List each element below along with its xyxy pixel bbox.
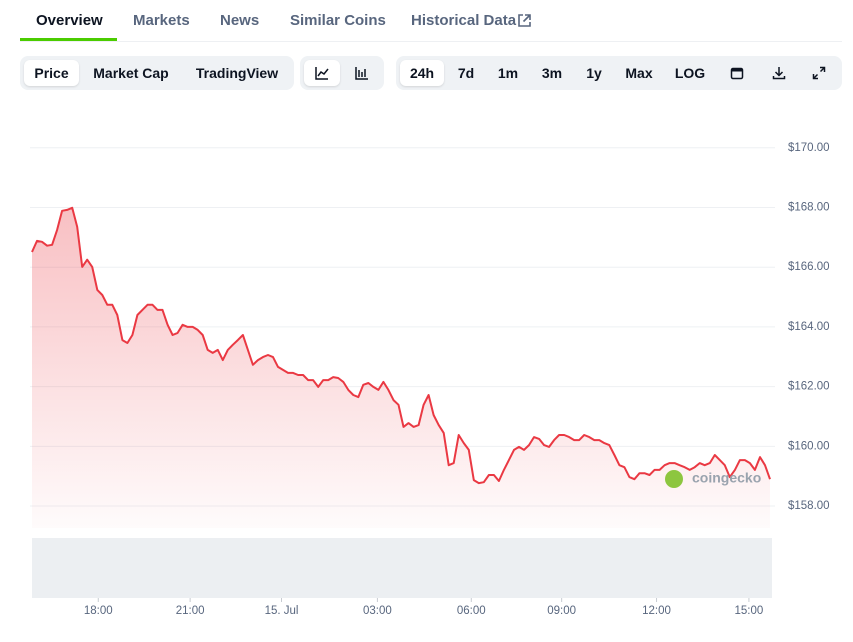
candle-chart-button[interactable] — [344, 60, 380, 86]
candle-icon — [355, 67, 368, 80]
y-tick-label: $168.00 — [788, 202, 830, 214]
tab[interactable]: Markets — [133, 12, 190, 29]
range-toggle: 24h 7d 1m 3m 1y Max LOG — [396, 56, 842, 90]
market-cap-button[interactable]: Market Cap — [93, 65, 169, 81]
x-tick-label: 18:00 — [84, 605, 113, 617]
range-button[interactable]: 1y — [586, 65, 602, 81]
download-icon — [772, 67, 786, 80]
range-button[interactable]: Max — [625, 65, 653, 81]
range-button[interactable]: 1m — [497, 65, 519, 81]
download-button[interactable] — [764, 60, 794, 86]
x-tick-label: 12:00 — [642, 605, 671, 617]
range-button[interactable]: 24h — [400, 60, 444, 86]
tab[interactable]: Similar Coins — [290, 12, 386, 29]
x-tick-label: 21:00 — [176, 605, 205, 617]
expand-icon — [812, 66, 826, 80]
area-fill — [32, 207, 770, 529]
line-icon — [315, 67, 329, 80]
price-button[interactable]: Price — [24, 60, 79, 86]
range-button[interactable]: 7d — [457, 65, 475, 81]
chart-style-toggle — [300, 56, 384, 90]
fullscreen-button[interactable] — [804, 60, 834, 86]
active-tab-underline — [20, 38, 117, 41]
y-tick-label: $162.00 — [788, 381, 830, 393]
y-tick-label: $158.00 — [788, 500, 830, 512]
y-tick-label: $164.00 — [788, 321, 830, 333]
x-tick-label: 03:00 — [363, 605, 392, 617]
tab[interactable]: Historical Data — [411, 12, 517, 29]
y-tick-label: $160.00 — [788, 440, 830, 452]
tab-bar: Overview Markets News Similar Coins Hist… — [20, 0, 842, 42]
volume-panel — [32, 538, 772, 598]
price-chart: $158.00 $160.00 $162.00 $164.00 $166.00 $168.… — [30, 142, 830, 617]
x-tick-label: 06:00 — [457, 605, 486, 617]
price-line — [31, 206, 771, 485]
log-button[interactable]: LOG — [674, 65, 706, 81]
y-tick-label: $166.00 — [788, 261, 830, 273]
x-tick-label: 09:00 — [547, 605, 576, 617]
external-link-icon — [518, 14, 531, 27]
range-button[interactable]: 3m — [541, 65, 563, 81]
x-tick-label: 15. Jul — [265, 605, 299, 617]
tab[interactable]: News — [220, 12, 260, 29]
calendar-icon — [730, 67, 744, 80]
x-tick-label: 15:00 — [735, 605, 764, 617]
y-tick-label: $170.00 — [788, 142, 830, 154]
tradingview-button[interactable]: TradingView — [195, 65, 279, 81]
watermark: coingecko — [692, 470, 761, 486]
tab[interactable]: Overview — [36, 12, 103, 29]
view-toggle: Price Market Cap TradingView — [20, 56, 294, 90]
line-chart-button[interactable] — [304, 60, 340, 86]
watermark-logo — [665, 470, 683, 488]
calendar-button[interactable] — [722, 60, 752, 86]
